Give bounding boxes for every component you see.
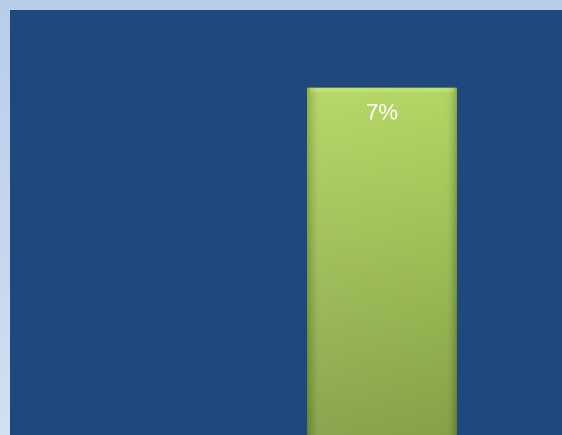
- bar-chart: 7%: [307, 87, 457, 435]
- bar-bevel-0: [307, 87, 457, 435]
- bars-layer: [307, 87, 457, 435]
- data-labels-layer: 7%: [366, 100, 398, 125]
- chart-area: 7%: [10, 10, 562, 435]
- data-label-0: 7%: [366, 100, 398, 125]
- bar-top-highlight-0: [310, 87, 454, 92]
